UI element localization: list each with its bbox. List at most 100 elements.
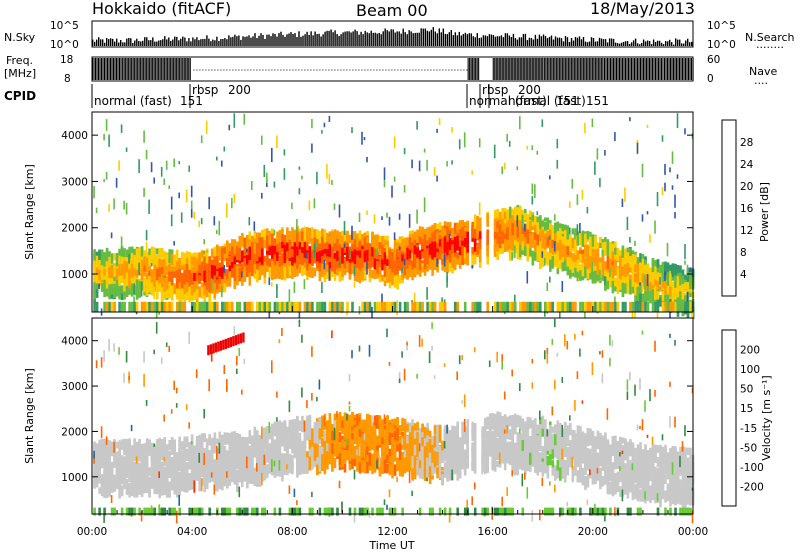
velocity-cell xyxy=(93,507,96,516)
power-cell xyxy=(584,122,586,134)
nsky-bar xyxy=(110,38,112,46)
power-cell xyxy=(448,250,452,263)
power-cell xyxy=(461,245,464,256)
velocity-cell xyxy=(140,461,144,474)
freq-bar xyxy=(174,58,176,80)
power-cell xyxy=(503,301,507,312)
power-cell xyxy=(213,301,217,312)
nsky-bar xyxy=(194,39,196,46)
power-cell xyxy=(108,271,111,278)
power-cell xyxy=(105,247,109,262)
power-cell xyxy=(551,242,555,254)
power-cell xyxy=(541,251,544,258)
power-cell xyxy=(238,267,242,282)
power-cell xyxy=(461,227,464,241)
power-cell xyxy=(569,251,572,258)
power-cell xyxy=(639,265,642,277)
nsky-bar xyxy=(689,42,691,46)
power-cell xyxy=(549,259,552,270)
freq-bar xyxy=(141,58,143,80)
power-cell xyxy=(351,127,353,133)
freq-bar xyxy=(122,58,124,80)
power-cell xyxy=(561,256,565,264)
freq-bar xyxy=(587,58,589,80)
nsky-bar xyxy=(490,34,493,46)
freq-bar xyxy=(527,58,529,80)
power-cell xyxy=(356,244,359,258)
freq-bar xyxy=(599,58,601,80)
freq-bar xyxy=(180,58,182,80)
power-cell xyxy=(624,283,627,294)
power-cell xyxy=(268,266,272,279)
freq-bar xyxy=(570,58,572,80)
power-cell xyxy=(498,212,502,221)
velocity-cell xyxy=(143,469,146,478)
power-cell xyxy=(323,253,327,262)
nsky-bar xyxy=(354,29,356,46)
velocity-cell xyxy=(185,480,189,493)
power-cell xyxy=(163,257,166,266)
power-cell xyxy=(478,233,482,242)
freq-bar xyxy=(617,58,619,80)
power-cell xyxy=(433,224,437,234)
velocity-cell xyxy=(160,439,164,452)
power-cell xyxy=(333,232,337,245)
freq-bar xyxy=(609,58,611,80)
power-cell xyxy=(236,246,239,260)
power-cell xyxy=(646,211,649,215)
power-cell xyxy=(466,224,469,231)
power-cell xyxy=(118,279,121,289)
power-cell xyxy=(401,254,404,262)
power-cell xyxy=(160,282,164,296)
power-cell xyxy=(554,254,557,267)
power-cell xyxy=(271,267,274,281)
power-cell xyxy=(478,138,481,148)
nsky-bar xyxy=(152,37,154,46)
power-cell xyxy=(651,277,655,285)
velocity-cell xyxy=(125,483,129,495)
power-cell xyxy=(351,301,354,312)
nsky-bar xyxy=(340,34,342,46)
power-cell xyxy=(493,242,497,251)
power-cell xyxy=(175,249,179,262)
nsky-bar xyxy=(566,37,569,46)
power-cell xyxy=(403,238,407,245)
power-cell xyxy=(110,301,114,312)
power-cell xyxy=(326,249,329,257)
power-cell xyxy=(686,301,690,312)
velocity-cell xyxy=(163,456,165,462)
nsky-bar xyxy=(338,35,340,46)
power-cell xyxy=(456,301,459,312)
power-cell xyxy=(549,229,552,242)
nsky-bar xyxy=(640,43,643,46)
power-cell xyxy=(301,265,304,277)
freq-bar xyxy=(597,58,599,80)
power-cell xyxy=(123,301,126,312)
nsky-bar xyxy=(220,39,222,46)
freq-bar xyxy=(612,58,614,80)
power-cell xyxy=(298,166,301,170)
power-cell xyxy=(544,239,547,250)
power-cell xyxy=(536,234,540,247)
power-cell xyxy=(463,222,467,231)
power-cell xyxy=(636,142,639,154)
power-cell xyxy=(298,252,302,265)
power-cell xyxy=(453,301,457,312)
velocity-cell xyxy=(115,461,119,471)
freq-bar xyxy=(584,58,586,80)
power-cell xyxy=(221,255,224,268)
power-cell xyxy=(531,145,534,150)
power-cell xyxy=(133,296,135,304)
power-cell xyxy=(629,266,632,273)
power-cell xyxy=(416,258,419,269)
velocity-cell xyxy=(135,456,138,464)
power-cell xyxy=(223,276,227,284)
power-cell xyxy=(333,243,337,252)
nsky-bar xyxy=(358,34,360,46)
velocity-cell xyxy=(135,441,139,453)
power-cell xyxy=(446,233,449,246)
power-cell xyxy=(388,301,392,312)
power-cell xyxy=(133,283,135,295)
velocity-cell xyxy=(135,465,139,474)
power-cell xyxy=(331,301,334,312)
